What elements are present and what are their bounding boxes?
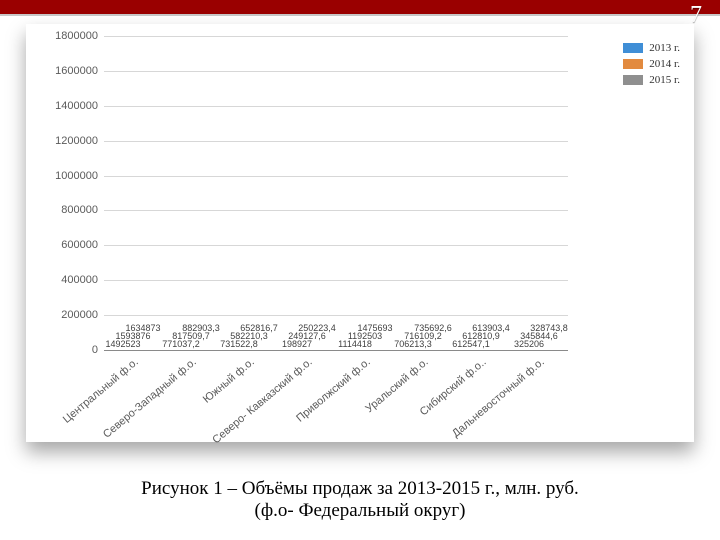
- y-tick-label: 800000: [36, 204, 98, 216]
- bar-value-label: 735692,6: [414, 323, 452, 333]
- bar-chart: 149252315938761634873771037,2817509,7882…: [32, 30, 688, 436]
- grid-line: [104, 141, 568, 142]
- header-red-bar: [0, 0, 720, 14]
- grid-line: [104, 315, 568, 316]
- grid-line: [104, 106, 568, 107]
- plot-area: 149252315938761634873771037,2817509,7882…: [104, 36, 568, 350]
- bars-row: 149252315938761634873771037,2817509,7882…: [104, 36, 568, 350]
- grid-line: [104, 280, 568, 281]
- y-tick-label: 600000: [36, 239, 98, 251]
- legend-label: 2015 г.: [649, 74, 680, 86]
- y-tick-label: 200000: [36, 309, 98, 321]
- y-tick-label: 0: [36, 344, 98, 356]
- y-tick-label: 1600000: [36, 65, 98, 77]
- legend: 2013 г. 2014 г. 2015 г.: [623, 42, 680, 90]
- caption-line-1: Рисунок 1 – Объёмы продаж за 2013-2015 г…: [141, 478, 579, 499]
- legend-label: 2014 г.: [649, 58, 680, 70]
- x-axis-labels: Центральный ф.о.Северо-Западный ф.о.Южны…: [104, 350, 568, 436]
- x-tick-label: Дальневосточный ф.о.: [510, 350, 568, 436]
- bar-value-label: 1475693: [357, 323, 392, 333]
- grid-line: [104, 71, 568, 72]
- y-tick-label: 1800000: [36, 30, 98, 42]
- y-tick-label: 1000000: [36, 170, 98, 182]
- chart-card: 149252315938761634873771037,2817509,7882…: [26, 24, 694, 442]
- bar-value-label: 250223,4: [298, 323, 336, 333]
- legend-swatch: [623, 75, 643, 85]
- legend-label: 2013 г.: [649, 42, 680, 54]
- grid-line: [104, 176, 568, 177]
- bar-value-label: 328743,8: [530, 323, 568, 333]
- legend-item: 2014 г.: [623, 58, 680, 70]
- header-hairline: [0, 14, 720, 16]
- legend-swatch: [623, 43, 643, 53]
- y-tick-label: 1400000: [36, 100, 98, 112]
- grid-line: [104, 210, 568, 211]
- y-tick-label: 1200000: [36, 135, 98, 147]
- bar-value-label: 1634873: [125, 323, 160, 333]
- legend-item: 2013 г.: [623, 42, 680, 54]
- grid-line: [104, 36, 568, 37]
- y-tick-label: 400000: [36, 274, 98, 286]
- bar-value-label: 652816,7: [240, 323, 278, 333]
- bar-value-label: 882903,3: [182, 323, 220, 333]
- legend-swatch: [623, 59, 643, 69]
- caption-line-2: (ф.о- Федеральный округ): [0, 500, 720, 522]
- legend-item: 2015 г.: [623, 74, 680, 86]
- bar-value-label: 613903,4: [472, 323, 510, 333]
- grid-line: [104, 245, 568, 246]
- figure-caption: Рисунок 1 – Объёмы продаж за 2013-2015 г…: [0, 478, 720, 522]
